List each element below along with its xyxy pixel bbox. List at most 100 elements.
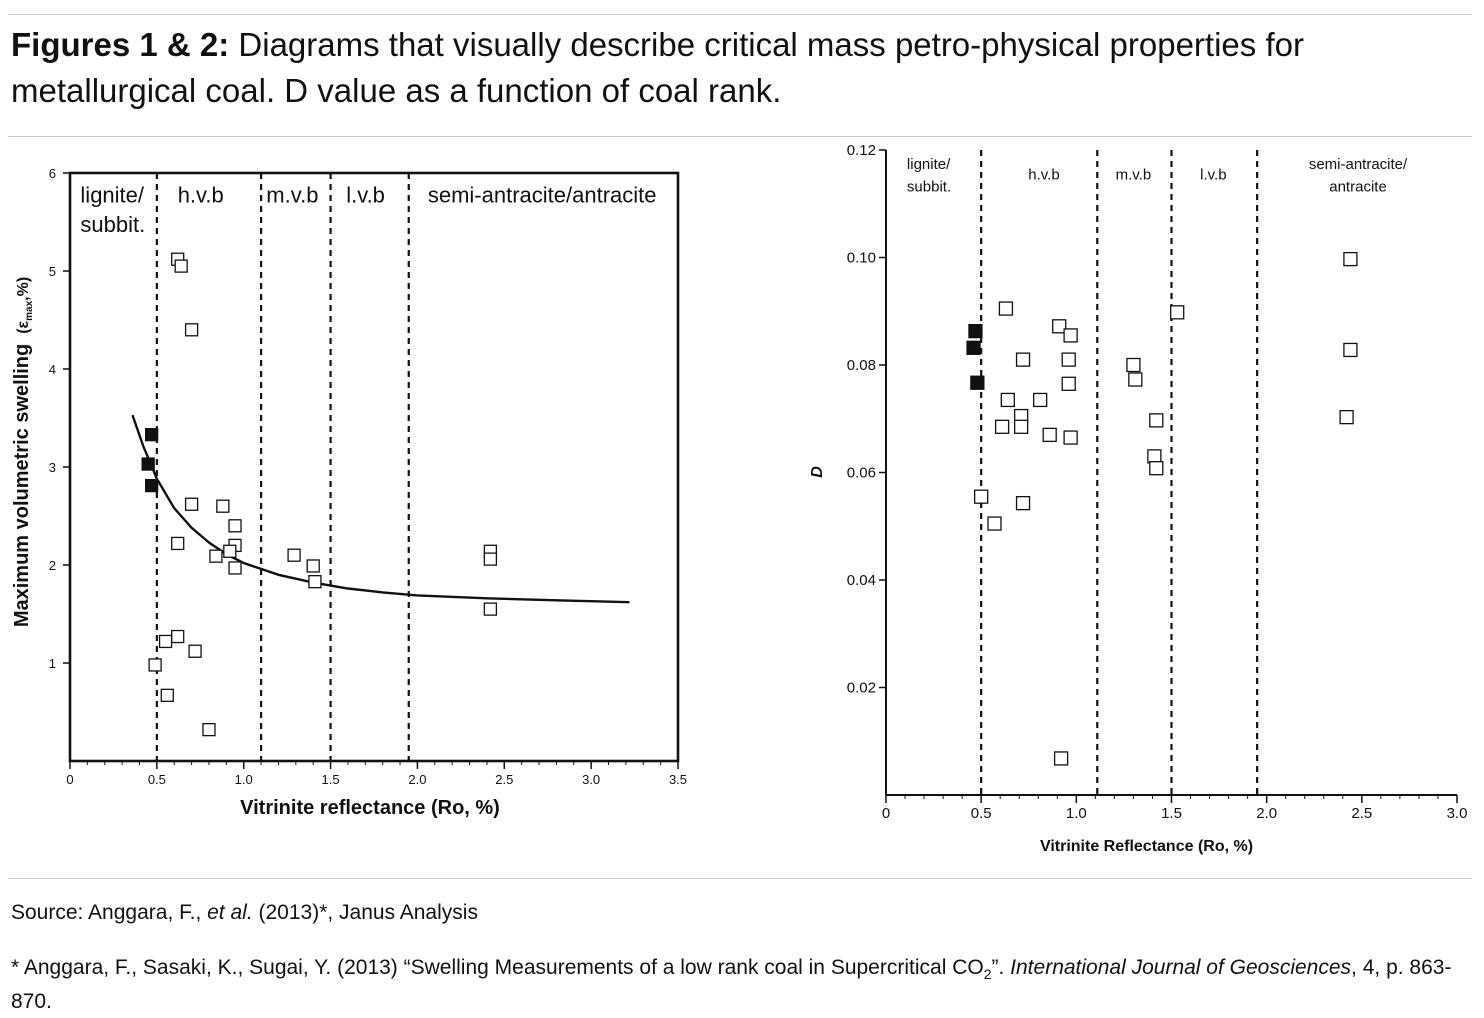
region-label: h.v.b xyxy=(178,182,224,207)
open-data-point xyxy=(158,634,173,649)
region-label: antracite xyxy=(1329,178,1387,195)
filled-data-point xyxy=(144,428,159,442)
x-tick-label: 3.0 xyxy=(582,772,600,787)
x-tick-label: 0.5 xyxy=(971,805,992,822)
y-axis-title: Maximum volumetric swelling (εmax,%) xyxy=(11,277,35,627)
y-tick-label: 1 xyxy=(49,656,56,671)
y-tick-label: 0.12 xyxy=(847,142,876,159)
open-data-point xyxy=(1343,342,1358,358)
figure-caption: Figures 1 & 2: Diagrams that visually de… xyxy=(11,22,1471,114)
open-data-point xyxy=(1126,357,1141,373)
open-data-point xyxy=(1170,305,1185,320)
x-tick-label: 3.0 xyxy=(1447,805,1468,822)
open-data-point xyxy=(1149,461,1164,476)
x-tick-label: 0.5 xyxy=(148,772,166,787)
x-tick-label: 1.0 xyxy=(1066,805,1087,822)
filled-data-point xyxy=(968,323,983,339)
y-tick-label: 5 xyxy=(49,264,56,279)
region-label: semi-antracite/ xyxy=(1309,156,1408,173)
open-data-point xyxy=(987,516,1002,531)
x-axis-title: Vitrinite Reflectance (Ro, %) xyxy=(1040,838,1253,855)
open-data-point xyxy=(1015,352,1031,367)
open-data-point xyxy=(209,549,223,563)
open-data-point xyxy=(228,519,242,533)
open-data-point xyxy=(188,644,202,658)
open-data-point xyxy=(174,259,188,273)
open-data-point xyxy=(308,575,322,589)
middle-divider xyxy=(8,136,1472,137)
y-tick-label: 0.10 xyxy=(847,250,876,267)
open-data-point xyxy=(171,629,185,644)
open-data-point xyxy=(160,688,174,702)
region-label: h.v.b xyxy=(1028,167,1059,184)
open-data-point xyxy=(1013,419,1029,434)
reference-volume: , 4, p. 863-870. xyxy=(11,956,1452,1014)
x-tick-label: 0 xyxy=(882,805,890,822)
y-tick-label: 0.08 xyxy=(847,357,876,374)
region-label: m.v.b xyxy=(1116,167,1152,184)
y-tick-label: 0.02 xyxy=(847,680,876,697)
filled-data-point xyxy=(966,340,981,355)
region-label: subbit. xyxy=(80,212,145,237)
d-value-chart: 0 0.5 1.0 1.5 2.0 2.5 3.0 0.02 0.04 0.06 0.08 0.10 0… xyxy=(809,142,1468,855)
caption-text: Diagrams that visually describe critical… xyxy=(11,26,1304,109)
filled-data-point xyxy=(141,457,155,471)
open-data-point xyxy=(306,559,320,573)
x-axis-title: Vitrinite reflectance (Ro, %) xyxy=(240,797,500,819)
source-prefix: Source: Anggara, F., xyxy=(11,901,208,924)
open-data-point xyxy=(223,544,237,558)
caption-title: Figures 1 & 2: xyxy=(11,26,230,63)
source-etal: et al. xyxy=(207,901,253,924)
open-data-point xyxy=(228,561,242,575)
region-label: subbit. xyxy=(907,178,951,195)
reference-subscript: 2 xyxy=(983,966,992,983)
open-data-point xyxy=(287,548,301,562)
region-label: l.v.b xyxy=(346,182,385,207)
open-data-point xyxy=(1343,251,1358,267)
plot-frame xyxy=(68,171,680,763)
x-tick-label: 2.5 xyxy=(495,772,513,787)
open-data-point xyxy=(202,722,216,737)
open-data-point xyxy=(216,499,230,513)
y-tick-label: 0.06 xyxy=(847,465,876,482)
region-label: m.v.b xyxy=(266,182,318,207)
filled-data-point xyxy=(144,478,159,493)
filled-data-point xyxy=(970,375,985,390)
y-tick-label: 2 xyxy=(49,558,56,573)
fit-curve xyxy=(131,414,630,604)
y-tick-label: 4 xyxy=(49,362,56,377)
open-data-point xyxy=(1015,495,1031,511)
open-data-point xyxy=(1061,352,1076,367)
y-axis-title-subscript: max xyxy=(24,300,35,320)
y-axis-title-units: ,%) xyxy=(15,277,32,301)
region-label: semi-antracite/antracite xyxy=(428,182,657,207)
region-label: lignite/ xyxy=(80,182,144,207)
y-axis-title-main: Maximum volumetric swelling xyxy=(11,344,33,627)
x-tick-label: 1.5 xyxy=(322,772,340,787)
open-data-point xyxy=(994,419,1010,434)
open-data-point xyxy=(148,658,162,672)
open-data-point xyxy=(1063,430,1078,445)
open-data-point xyxy=(1339,409,1354,425)
open-data-point xyxy=(998,301,1014,316)
x-tick-label: 0 xyxy=(66,772,73,787)
open-data-point xyxy=(184,323,199,337)
x-tick-label: 2.5 xyxy=(1351,805,1372,822)
open-data-point xyxy=(1149,413,1164,428)
open-data-point xyxy=(1052,319,1067,334)
y-axis-title-symbol: (ε xyxy=(15,320,32,333)
region-label: l.v.b xyxy=(1200,167,1226,184)
y-tick-label: 0.04 xyxy=(847,572,876,589)
x-tick-label: 2.0 xyxy=(1256,805,1277,822)
y-axis-title: D xyxy=(809,466,826,478)
open-data-point xyxy=(171,536,185,551)
top-divider xyxy=(8,14,1472,15)
x-tick-label: 3.5 xyxy=(669,772,687,787)
reference-note: * Anggara, F., Sasaki, K., Sugai, Y. (20… xyxy=(11,954,1471,1016)
y-tick-label: 6 xyxy=(49,166,56,181)
open-data-point xyxy=(184,497,199,511)
reference-quote-end: ”. xyxy=(991,956,1011,979)
x-tick-label: 1.5 xyxy=(1161,805,1182,822)
source-note: Source: Anggara, F., et al. (2013)*, Jan… xyxy=(11,901,478,925)
open-data-point xyxy=(1128,372,1143,387)
